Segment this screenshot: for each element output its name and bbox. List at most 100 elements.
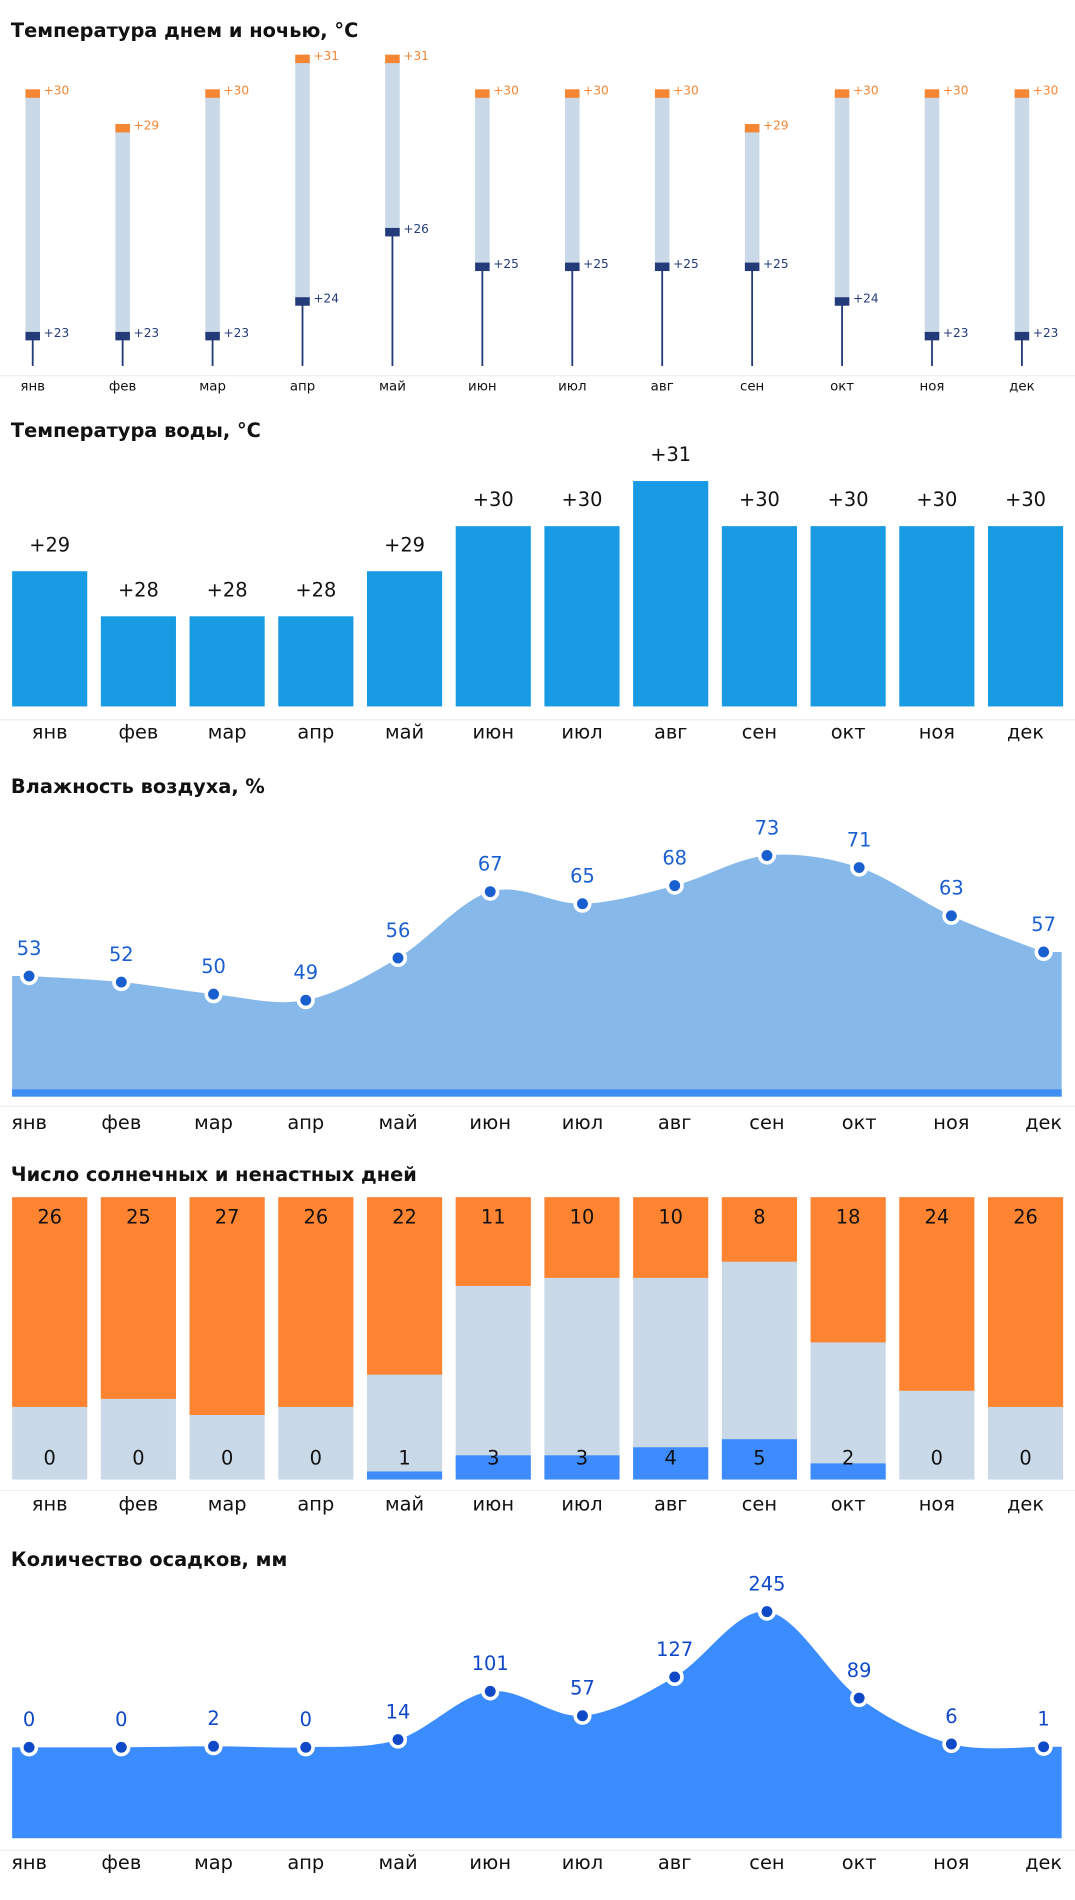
x-tick-label: фев [118,721,158,744]
value-label: 56 [386,919,411,942]
x-tick-label: май [379,380,406,395]
rainy-label: 0 [931,1446,943,1469]
point [942,1734,961,1754]
x-tick-label: дек [1007,1492,1044,1515]
rainy-label: 0 [1019,1446,1031,1469]
point [481,1682,500,1701]
x-tick-label: сен [742,721,777,744]
value-label: +29 [29,533,70,556]
chart-title: Температура воды, °C [11,419,261,442]
x-tick-label: сен [749,1111,784,1134]
x-tick-label: фев [101,1851,141,1874]
x-tick-label: фев [109,380,137,395]
range-bar [744,128,760,267]
range-bar [1014,93,1030,337]
x-tick-label: апр [297,1492,334,1515]
rainy-label: 0 [310,1446,322,1469]
value-label: 0 [115,1708,127,1731]
value-label: 53 [17,937,42,960]
night-label: +23 [943,326,969,340]
sunny-bar [899,1197,975,1391]
sunny-bar [455,1197,531,1286]
x-tick-label: окт [842,1851,877,1874]
rainy-label: 3 [576,1446,588,1469]
value-label: 2 [207,1707,219,1730]
bar [189,616,265,707]
day-marker [1014,89,1030,98]
point [112,972,131,992]
night-label: +24 [853,292,879,306]
sunny-label: 18 [836,1205,861,1228]
night-marker [205,331,220,341]
range-bar [385,58,400,233]
x-tick-label: авг [654,1492,687,1515]
x-tick-label: ноя [919,1492,955,1515]
sunny-bar [987,1197,1064,1407]
x-tick-label: июн [472,1492,514,1515]
day-label: +30 [673,84,699,98]
point [296,991,315,1010]
day-label: +31 [313,49,339,63]
x-tick-label: мар [199,380,226,395]
sunny-bar [721,1197,797,1262]
range-bar [475,93,490,267]
point [1034,1737,1053,1756]
bar [455,526,531,707]
range-bar [654,93,670,267]
value-label: +30 [739,488,780,511]
sunny-bar [278,1197,354,1407]
range-bar [115,128,130,337]
value-label: 14 [386,1700,411,1723]
value-label: 52 [109,943,134,966]
day-label: +29 [763,118,789,132]
value-label: +30 [1005,488,1046,511]
x-tick-label: янв [11,1111,47,1134]
x-tick-label: окт [831,1492,866,1515]
point [204,985,223,1004]
night-marker [295,297,310,306]
x-tick-label: мар [208,1492,247,1515]
x-tick-label: май [385,721,424,744]
x-tick-label: окт [842,1111,877,1134]
value-label: 101 [472,1652,509,1675]
sunny-bar [810,1197,886,1343]
x-tick-label: ноя [933,1851,969,1874]
rainy-bar [810,1463,886,1480]
value-label: +29 [384,533,425,556]
night-marker [385,227,400,237]
night-marker [1014,331,1030,341]
point [481,882,500,901]
value-label: +31 [650,443,691,466]
point [665,1667,684,1687]
sunny-label: 25 [126,1205,151,1228]
value-label: +30 [916,488,957,511]
day-marker [475,89,490,98]
rainy-label: 5 [753,1446,765,1469]
night-label: +25 [583,257,609,271]
day-label: +30 [1033,84,1059,98]
range-bar [565,93,580,267]
x-tick-label: июл [561,721,602,744]
x-tick-label: ноя [920,380,945,395]
x-tick-label: апр [287,1111,324,1134]
sunny-label: 26 [37,1205,62,1228]
x-tick-label: янв [32,1492,68,1515]
bar [278,616,354,707]
x-tick-label: май [378,1851,417,1874]
x-tick-label: авг [651,380,674,395]
night-label: +25 [673,257,699,271]
value-label: 67 [478,852,503,875]
night-marker [115,331,130,341]
x-tick-label: мар [208,721,247,744]
rainy-label: 0 [44,1446,56,1469]
day-marker [654,89,670,98]
x-tick-label: сен [742,1492,777,1515]
point [112,1738,131,1757]
x-tick-label: сен [740,380,764,395]
area-base [12,1089,1062,1097]
sunny-label: 27 [215,1205,240,1228]
value-label: +28 [207,578,248,601]
day-marker [25,89,40,98]
value-label: 73 [755,816,780,839]
sunny-label: 26 [304,1205,329,1228]
